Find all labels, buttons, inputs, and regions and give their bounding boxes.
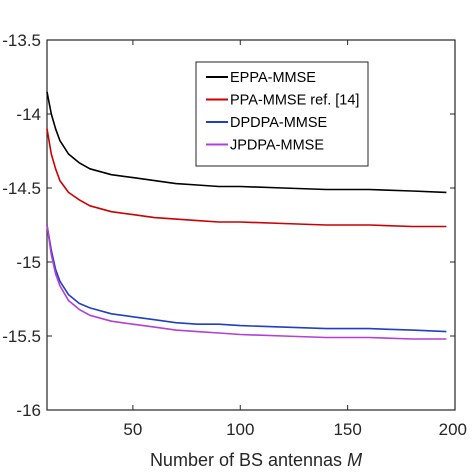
x-tick-label: 100 [226, 420, 254, 439]
series-line-ppa-mmse-ref-14 [46, 128, 447, 228]
x-axis-title: Number of BS antennas M [150, 450, 362, 470]
series-line-eppa-mmse [46, 91, 447, 194]
legend: EPPA-MMSE PPA-MMSE ref. [14] DPDPA-MMSE JPD… [195, 61, 369, 167]
legend-label: JPDPA-MMSE [230, 138, 324, 154]
legend-label: PPA-MMSE ref. [14] [230, 93, 359, 109]
legend-label: EPPA-MMSE [230, 70, 316, 86]
x-tick-label: 150 [333, 420, 361, 439]
legend-label: DPDPA-MMSE [230, 115, 328, 131]
y-tick-label: -15.5 [2, 327, 41, 346]
x-axis-title-variable: M [347, 450, 362, 470]
series-line-dpdpa-mmse [46, 224, 447, 333]
series-line-jpdpa-mmse [46, 224, 447, 340]
y-tick-label: -13.5 [2, 31, 41, 50]
legend-box [195, 61, 369, 167]
y-tick-label: -15 [16, 253, 41, 272]
y-tick-label: -14.5 [2, 179, 41, 198]
y-tick-label: -14 [16, 105, 41, 124]
x-tick-label: 200 [439, 420, 467, 439]
x-tick-label: 50 [123, 420, 142, 439]
x-axis-title-text: Number of BS antennas [150, 450, 347, 470]
plot-area: -13.5 -14 -14.5 -15 -15.5 -16 50 100 150 200 [2, 31, 467, 439]
y-tick-label: -16 [16, 401, 41, 420]
